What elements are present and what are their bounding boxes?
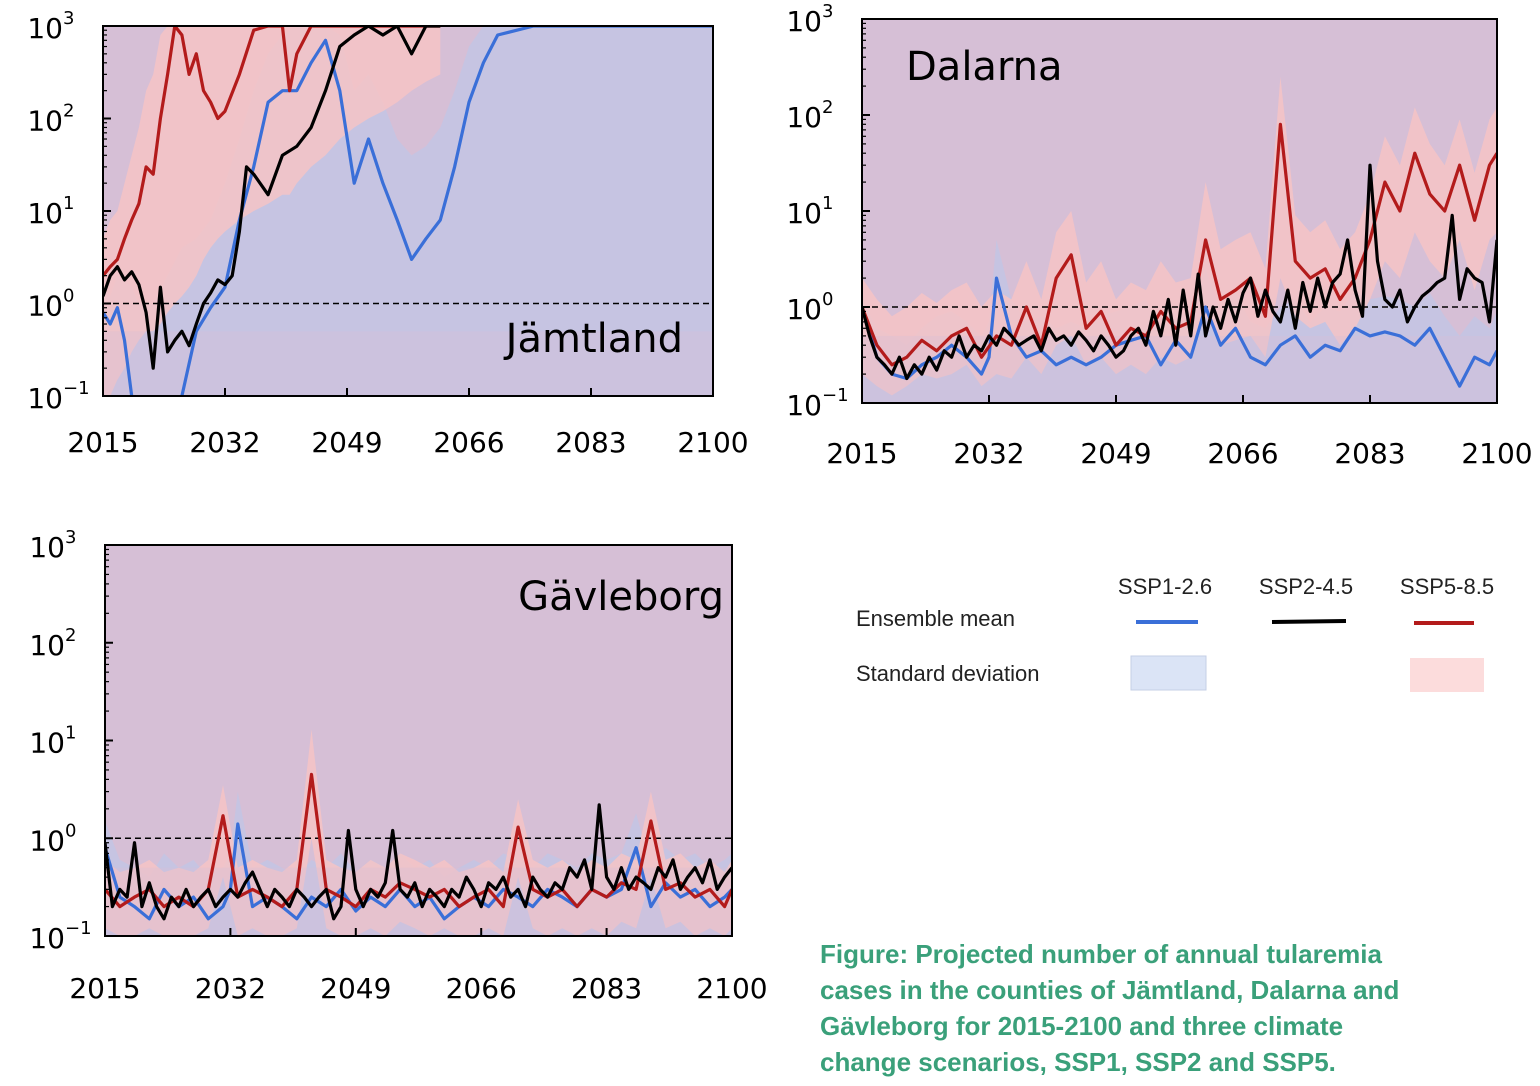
caption-line: Figure: Projected number of annual tular…	[820, 939, 1382, 969]
y-tick-label: 10	[29, 727, 65, 760]
x-tick-label: 2083	[571, 972, 642, 1005]
y-tick-exponent: −1	[63, 378, 90, 399]
y-tick-label: 10	[786, 101, 822, 134]
ssp5-mean-line	[862, 122, 1497, 367]
x-tick-label: 2049	[311, 426, 382, 459]
caption-line: cases in the counties of Jämtland, Dalar…	[820, 975, 1400, 1005]
y-tick-label: 10	[786, 389, 822, 422]
x-tick-label: 2032	[953, 437, 1024, 470]
y-tick-exponent: −1	[65, 918, 92, 939]
x-tick-label: 2083	[555, 426, 626, 459]
ssp5-std-band	[862, 76, 1497, 396]
ssp5-std-band	[105, 729, 732, 936]
x-tick-label: 2015	[69, 972, 140, 1005]
y-tick-exponent: 0	[65, 820, 76, 841]
x-tick-label: 2032	[189, 426, 260, 459]
legend-header-ssp1: SSP1-2.6	[1118, 574, 1212, 599]
legend-header-ssp5: SSP5-8.5	[1400, 574, 1494, 599]
caption-line: Gävleborg for 2015-2100 and three climat…	[820, 1011, 1344, 1041]
legend-row-std: Standard deviation	[856, 661, 1039, 686]
ssp2-mean-line	[862, 163, 1497, 381]
legend: SSP1-2.6 SSP2-4.5 SSP5-8.5 Ensemble mean…	[856, 574, 1494, 692]
y-tick-label: 10	[29, 629, 65, 662]
x-tick-label: 2100	[696, 972, 767, 1005]
y-tick-label: 10	[786, 5, 822, 38]
x-tick-label: 2015	[826, 437, 897, 470]
y-tick-exponent: 1	[65, 723, 76, 744]
x-tick-label: 2032	[195, 972, 266, 1005]
ssp1-mean-line	[103, 26, 713, 396]
x-tick-label: 2066	[433, 426, 504, 459]
ssp5-mean-line	[105, 772, 732, 909]
y-tick-exponent: −1	[822, 385, 849, 406]
caption-line: change scenarios, SSP1, SSP2 and SSP5.	[820, 1047, 1336, 1077]
panel-title: Jämtland	[503, 316, 683, 362]
y-tick-label: 10	[29, 824, 65, 857]
x-tick-label: 2015	[67, 426, 138, 459]
y-tick-exponent: 0	[822, 289, 833, 310]
y-tick-label: 10	[27, 105, 63, 138]
y-tick-exponent: 2	[65, 625, 76, 646]
x-tick-label: 2083	[1334, 437, 1405, 470]
y-tick-label: 10	[27, 382, 63, 415]
x-tick-label: 2049	[320, 972, 391, 1005]
x-tick-label: 2066	[1207, 437, 1278, 470]
y-tick-label: 10	[27, 197, 63, 230]
y-tick-label: 10	[27, 290, 63, 323]
figure-caption: Figure: Projected number of annual tular…	[820, 936, 1535, 1080]
ssp2-mean-line	[103, 26, 441, 370]
y-tick-label: 10	[786, 293, 822, 326]
ssp1-mean-line	[105, 822, 732, 921]
legend-swatch-ssp1-std	[1130, 655, 1207, 691]
legend-header-ssp2: SSP2-4.5	[1259, 574, 1353, 599]
y-tick-exponent: 2	[63, 101, 74, 122]
x-tick-label: 2066	[446, 972, 517, 1005]
x-tick-label: 2100	[677, 426, 748, 459]
y-tick-exponent: 3	[63, 8, 74, 29]
y-tick-label: 10	[786, 197, 822, 230]
y-tick-exponent: 3	[65, 527, 76, 548]
legend-swatch-ssp5-std	[1410, 658, 1484, 692]
y-tick-exponent: 1	[63, 193, 74, 214]
y-tick-exponent: 3	[822, 1, 833, 22]
x-tick-label: 2100	[1461, 437, 1532, 470]
legend-swatch-ssp2-mean	[1271, 619, 1347, 624]
panel-title: Dalarna	[906, 44, 1063, 90]
y-tick-exponent: 2	[822, 97, 833, 118]
y-tick-label: 10	[29, 922, 65, 955]
y-tick-label: 10	[29, 531, 65, 564]
ssp2-mean-line	[105, 803, 732, 921]
x-tick-label: 2049	[1080, 437, 1151, 470]
y-tick-exponent: 0	[63, 286, 74, 307]
panel-title: Gävleborg	[518, 574, 724, 620]
ssp5-std-band	[103, 26, 441, 396]
legend-row-mean: Ensemble mean	[856, 606, 1015, 631]
y-tick-exponent: 1	[822, 193, 833, 214]
ssp5-mean-line	[103, 26, 441, 277]
y-tick-label: 10	[27, 12, 63, 45]
